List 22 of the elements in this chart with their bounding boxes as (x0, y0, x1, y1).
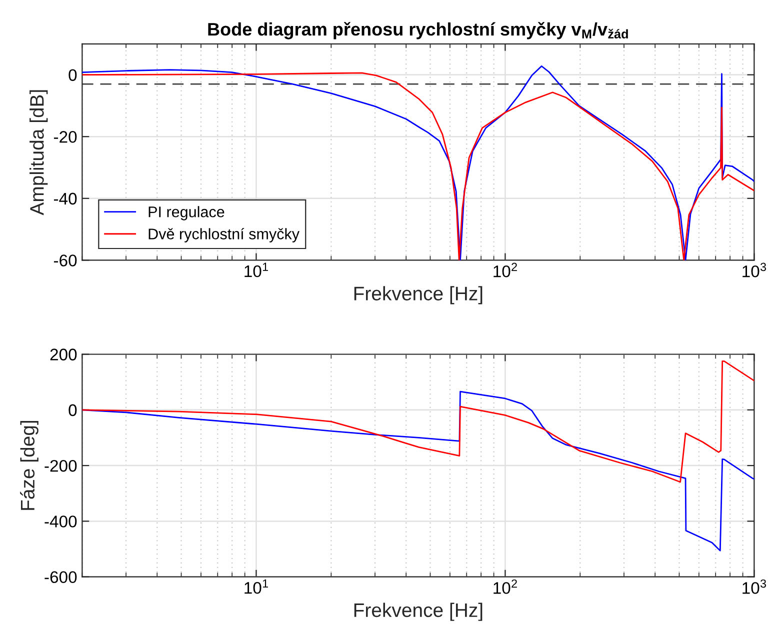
y-tick-label: 0 (68, 69, 77, 81)
x-axis-title: Frekvence [Hz] (354, 286, 482, 304)
x-tick-label: 10$^{2}$ (494, 262, 517, 278)
x-tick-label: 10$^{1}$ (244, 579, 268, 594)
y-tick-label: -200 (44, 460, 77, 472)
x-tick-label: 10$^{3}$ (742, 579, 766, 594)
y-tick-label: 200 (50, 348, 77, 360)
x-tick-label: 10$^{2}$ (494, 579, 517, 594)
x-axis-title: Frekvence [Hz] (354, 602, 482, 621)
y-tick-label: -40 (54, 192, 77, 205)
y-tick-label: -60 (54, 254, 77, 266)
y-tick-label: -400 (44, 516, 77, 528)
x-tick-label: 10$^{1}$ (244, 262, 268, 278)
y-tick-label: -20 (54, 130, 77, 143)
y-axis-title: Amplituda [dB] (30, 90, 48, 216)
chart-title: Bode diagram přenosu rychlostní smyčky v$_{M}$/v$_{žád}$ (208, 22, 628, 40)
legend-label: PI regulace (148, 206, 224, 220)
legend-label: Dvě rychlostní smyčky (148, 228, 300, 242)
x-tick-label: 10$^{3}$ (742, 262, 766, 278)
y-tick-label: 0 (68, 404, 77, 416)
y-axis-title: Fáze [deg] (20, 420, 38, 510)
y-tick-label: -600 (44, 571, 77, 584)
